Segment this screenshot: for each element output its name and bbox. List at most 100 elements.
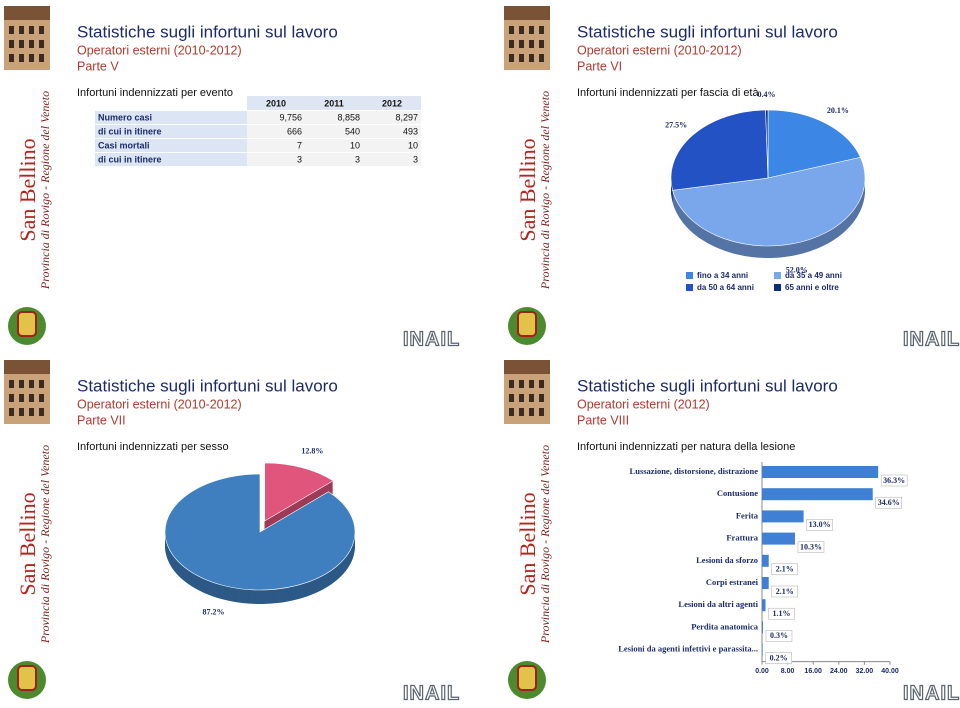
building-window [539,408,544,416]
building-window [39,54,44,62]
pie-value-label: 87.2% [203,608,225,617]
slide-title: Statistiche sugli infortuni sul lavoro [77,22,338,41]
pie-slice [264,462,334,522]
building-window [19,54,24,62]
building-window [29,26,34,34]
sidebar-province: Provincia di Rovigo - Regione del Veneto [538,445,552,644]
bar-value-label: 36.3% [883,476,905,485]
bar-value-label: 2.1% [776,565,794,574]
building-window [29,54,34,62]
legend-swatch [774,284,781,291]
building-window [539,394,544,402]
emblem-shield [17,665,37,691]
legend-label: 65 anni e oltre [785,283,839,292]
building-window [9,40,14,48]
bar-value-box [771,585,798,598]
building-roof [4,360,50,374]
building-window [19,40,24,48]
bar-value-label: 34.6% [878,498,900,507]
sidebar-town: San Bellino [515,138,540,241]
table-column-header: 2010 [266,98,286,108]
table-cell: 3 [297,154,302,164]
legend-label: fino a 34 anni [697,271,748,280]
sidebar-province: Provincia di Rovigo - Regione del Veneto [538,91,552,290]
bar [762,621,763,634]
emblem-shield [517,311,537,337]
pie-value-label: 20.1% [827,106,849,115]
slide-subtitle: Operatori esterni (2010-2012) [77,43,242,57]
x-tick-label: 0.00 [755,668,769,675]
building-roof [4,6,50,20]
building-window [539,40,544,48]
table-row-label-bg [95,153,247,166]
inail-logo: INAIL [903,328,960,350]
bar-value-label: 13.0% [809,520,831,529]
x-tick-label: 8.00 [781,668,795,675]
building-window [9,54,14,62]
slide-part: Parte VIII [577,413,629,427]
slide-subtitle: Operatori esterni (2010-2012) [77,397,242,411]
building-window [519,26,524,34]
slide-part: Parte VII [77,413,126,427]
bar [762,466,879,478]
building-window [509,394,514,402]
emblem-shield [17,311,37,337]
building-window [509,40,514,48]
bar-value-label: 10.3% [800,542,822,551]
legend-label: da 35 a 49 anni [785,271,842,280]
x-tick-label: 16.00 [804,668,822,675]
slide-part: Parte VI [577,59,622,73]
bar-category-label: Contusione [717,488,758,498]
table-cell: 8,297 [395,112,418,122]
building-window [39,380,44,388]
building-window [9,26,14,34]
bar [762,643,763,656]
building-window [19,408,24,416]
table-row-bg [247,153,421,166]
table-row-label: Numero casi [98,112,152,122]
bar-value-box [806,519,833,531]
building-window [509,408,514,416]
table-cell: 10 [350,140,360,150]
building-window [19,380,24,388]
x-tick-label: 24.00 [830,668,848,675]
bar-category-label: Lussazione, distorsione, distrazione [630,466,759,476]
table-cell: 9,756 [279,112,302,122]
bar-value-box [768,607,795,620]
table-column-header: 2011 [324,98,344,108]
pie-value-label: 12.8% [301,446,323,455]
building-window [529,408,534,416]
building-window [529,54,534,62]
x-tick-label: 40.00 [881,668,899,675]
table-cell: 10 [408,140,418,150]
table-cell: 3 [413,154,418,164]
building-window [9,408,14,416]
bar-value-box [880,474,908,487]
building-window [529,40,534,48]
table-row-bg [247,139,421,152]
slide-caption: Infortuni indennizzati per natura della … [577,441,795,453]
table-cell: 493 [403,126,418,136]
bar-category-label: Frattura [726,533,758,543]
bar-value-box [797,541,825,553]
pie-value-label: 0.4% [758,90,776,99]
sidebar-province: Provincia di Rovigo - Regione del Veneto [38,91,52,290]
x-tick-label: 32.00 [856,668,874,675]
inail-logo: INAIL [403,328,460,350]
table-row-label: Casi mortali [98,140,150,150]
table-header-bg [247,96,421,110]
legend-swatch [774,272,781,279]
building-roof [504,6,550,20]
legend-swatch [686,284,693,291]
table-row-label-bg [95,139,247,152]
slide-title: Statistiche sugli infortuni sul lavoro [77,376,338,395]
table-cell: 540 [345,126,360,136]
slide-title: Statistiche sugli infortuni sul lavoro [577,22,838,41]
inail-logo: INAIL [403,682,460,704]
building-window [509,26,514,34]
building-window [519,380,524,388]
bar-value-label: 0.3% [770,631,788,640]
bar-value-box [771,563,798,576]
inail-logo: INAIL [903,682,960,704]
